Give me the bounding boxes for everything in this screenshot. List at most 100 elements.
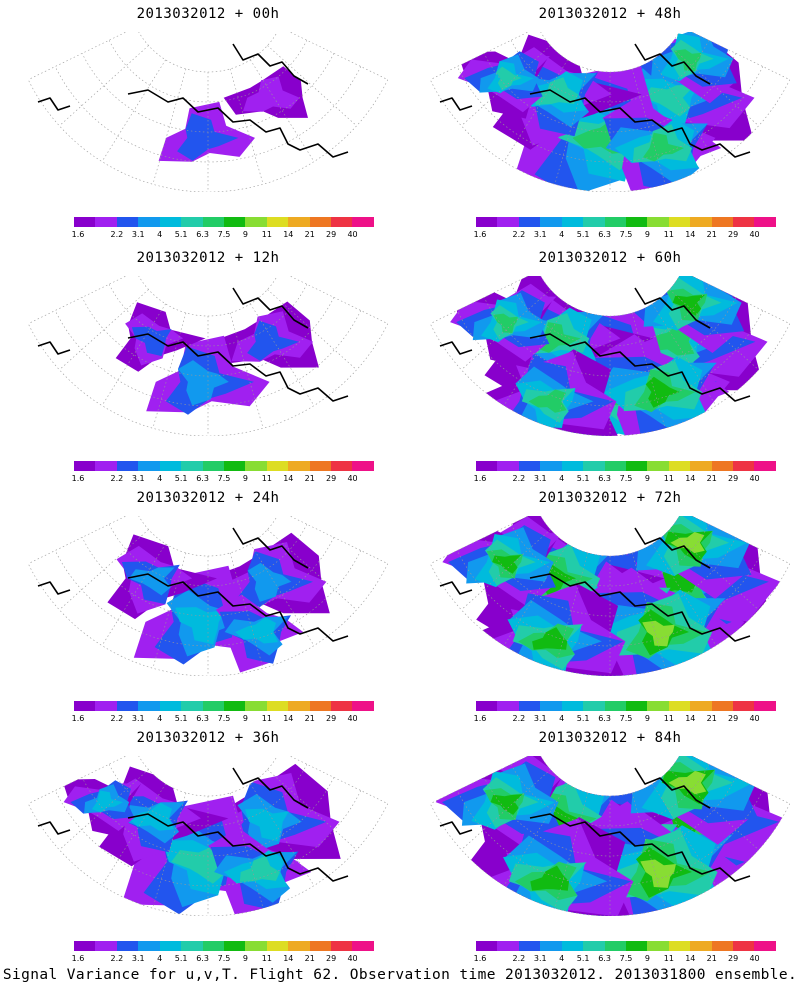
colorbar-swatch [647,701,669,711]
variance-contour [243,76,300,112]
colorbar-swatch [138,217,160,227]
colorbar-swatch [647,461,669,471]
forecast-panel: 2013032012 + 60h 1.6 2.2 3.1 4 5.1 6.3 7.5 9 11 14… [420,244,800,484]
map-canvas [27,756,389,916]
forecast-panel: 2013032012 + 72h 1.6 2.2 3.1 4 5.1 6.3 7.5 9 11 14… [420,484,800,724]
colorbar-swatch [604,701,626,711]
polar-map [420,32,800,192]
colorbar-swatch [202,217,224,227]
colorbar-tick-label: 9 [644,474,650,483]
colorbar [74,461,374,471]
colorbar-swatch [668,217,691,227]
panel-title: 2013032012 + 84h [538,730,682,746]
colorbar-swatch [245,941,267,951]
colorbar-tick-label: 4 [559,474,565,483]
variance-contour [672,294,705,316]
graticule [27,276,389,436]
colorbar-swatch [476,461,498,471]
colorbar-swatch [181,217,203,227]
colorbar-swatch [754,701,776,711]
map-canvas [27,516,389,676]
colorbar-tick-label: 4 [157,474,163,483]
colorbar-tick-label: 9 [644,714,650,723]
panel-title: 2013032012 + 24h [136,490,280,506]
colorbar-swatch [245,217,267,227]
colorbar-tick-label: 3.1 [533,954,547,963]
colorbar-swatch [116,701,139,711]
colorbar-swatch [625,701,648,711]
colorbar-swatch [518,941,541,951]
variance-contour [496,66,522,91]
colorbar-tick-label: 29 [326,954,337,963]
colorbar-tick-label: 21 [706,230,717,239]
forecast-panel: 2013032012 + 12h 1.6 2.2 3.1 4 5.1 6.3 7.5 9 11 14… [18,244,398,484]
colorbar-swatch [518,701,541,711]
coastline [439,287,751,402]
colorbar-tick-label: 2.2 [110,230,124,239]
colorbar-tick-label: 14 [685,714,696,723]
coastline [37,287,349,402]
polar-map [420,276,800,436]
colorbar-labels: 1.6 2.2 3.1 4 5.1 6.3 7.5 9 11 14 21 29 40 [72,474,374,484]
colorbar-swatch [95,461,117,471]
colorbar-tick-label: 9 [644,954,650,963]
colorbar-swatch [138,461,160,471]
colorbar-tick-label: 14 [283,474,294,483]
colorbar-swatch [181,701,203,711]
colorbar-tick-label: 40 [749,230,760,239]
polar-map [420,756,800,916]
colorbar-swatch [74,217,96,227]
colorbar-swatch [116,217,139,227]
colorbar-tick-label: 6.3 [196,474,209,483]
forecast-panel: 2013032012 + 84h 1.6 2.2 3.1 4 5.1 6.3 7.5 9 11 14… [420,724,800,964]
map-canvas [429,516,791,676]
colorbar-swatch [476,941,498,951]
colorbar-tick-label: 4 [157,714,163,723]
colorbar-tick-label: 3.1 [131,474,145,483]
colorbar-swatch [690,217,712,227]
colorbar-tick-label: 14 [685,230,696,239]
colorbar-swatch [331,701,353,711]
colorbar-tick-label: 11 [261,474,272,483]
colorbar-swatch [625,217,648,227]
colorbar-swatch [647,941,669,951]
colorbar-tick-label: 11 [261,714,272,723]
colorbar-swatch [625,941,648,951]
variance-contour [536,322,581,353]
colorbar-swatch [159,701,182,711]
colorbar-swatch [138,701,160,711]
map-canvas [27,276,389,436]
map-canvas [429,276,791,436]
colorbar-tick-label: 21 [304,714,315,723]
colorbar-swatch [690,701,712,711]
colorbar-tick-label: 7.5 [217,714,231,723]
colorbar-swatch [352,701,374,711]
colorbar-tick-label: 14 [283,954,294,963]
colorbar-tick-label: 7.5 [619,954,633,963]
colorbar-tick-label: 5.1 [576,714,590,723]
panel-title: 2013032012 + 00h [136,6,280,22]
coastline [439,527,751,642]
colorbar-tick-label: 40 [749,714,760,723]
panel-title: 2013032012 + 12h [136,250,280,266]
colorbar-swatch [518,461,541,471]
colorbar-tick-label: 6.3 [196,230,209,239]
colorbar-tick-label: 6.3 [598,474,611,483]
colorbar-tick-label: 1.6 [71,230,85,239]
colorbar-swatch [159,217,182,227]
variance-contour [175,607,226,645]
map-canvas [429,32,791,192]
colorbar-swatch [690,461,712,471]
polar-map [420,516,800,676]
coastline [37,767,349,882]
colorbar-swatch [733,701,755,711]
colorbar-tick-label: 11 [663,474,674,483]
colorbar-swatch [497,701,519,711]
coastline [439,767,751,882]
colorbar-tick-label: 5.1 [576,954,590,963]
colorbar-tick-label: 21 [706,954,717,963]
variance-contour [239,856,280,882]
colorbar-labels: 1.6 2.2 3.1 4 5.1 6.3 7.5 9 11 14 21 29 40 [474,714,776,724]
forecast-panel: 2013032012 + 36h 1.6 2.2 3.1 4 5.1 6.3 7.5 9 11 14… [18,724,398,964]
colorbar-tick-label: 2.2 [512,474,526,483]
